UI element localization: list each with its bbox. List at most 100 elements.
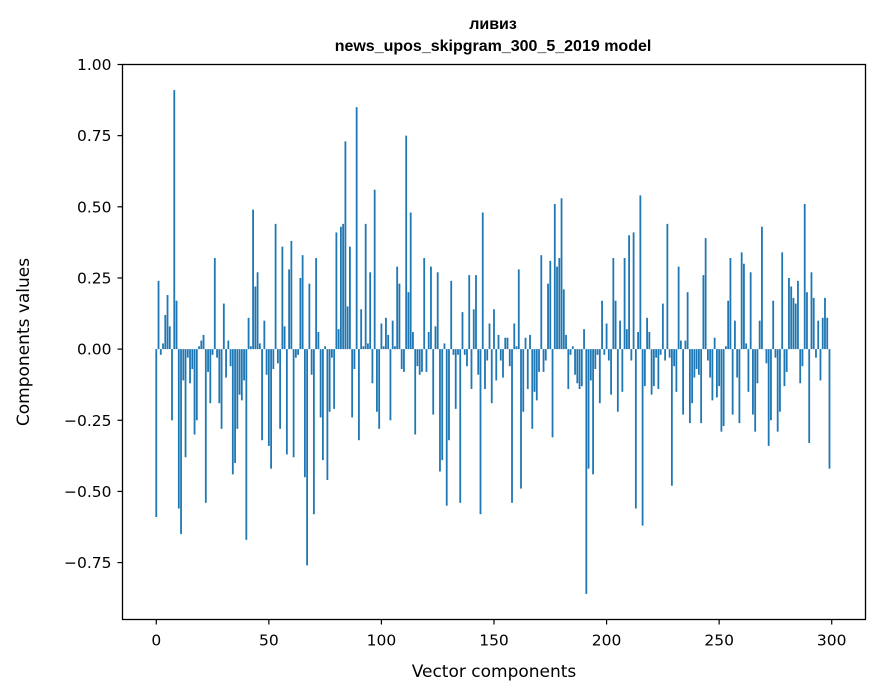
bar: [301, 255, 304, 350]
bar: [306, 349, 309, 566]
bar: [727, 300, 730, 350]
bar: [808, 349, 811, 444]
bar: [195, 349, 198, 421]
bar: [630, 349, 633, 361]
bar: [292, 349, 295, 458]
bar: [826, 317, 829, 350]
bar: [598, 349, 601, 404]
bar: [752, 349, 754, 415]
bar: [632, 232, 635, 350]
bar: [371, 349, 374, 384]
bar: [576, 349, 579, 384]
plot-frame: [121, 63, 867, 621]
bar: [526, 349, 529, 389]
bar: [747, 349, 750, 392]
bar: [511, 349, 513, 503]
x-tick-label: 100: [367, 632, 397, 650]
bar: [781, 252, 784, 350]
bar: [513, 323, 516, 350]
bar: [709, 349, 712, 378]
bars-group: [155, 90, 831, 594]
bar: [303, 349, 306, 478]
bar: [290, 240, 293, 350]
bar: [164, 314, 167, 350]
x-axis-label: Vector components: [412, 662, 577, 682]
bar: [524, 337, 527, 350]
bar: [207, 349, 209, 372]
bar: [243, 349, 245, 381]
bar: [423, 258, 426, 350]
bar: [508, 349, 511, 367]
bar: [538, 349, 540, 372]
bar: [571, 346, 574, 350]
bar: [261, 349, 263, 441]
bar: [439, 349, 441, 472]
bar: [267, 349, 270, 446]
bar: [819, 349, 822, 381]
bar: [567, 349, 570, 389]
bar: [326, 349, 329, 481]
bar: [693, 349, 696, 378]
bar: [412, 332, 414, 350]
bar: [634, 349, 637, 509]
bar: [335, 232, 338, 350]
x-tick-label: 50: [259, 632, 279, 650]
bar: [443, 343, 446, 350]
bar: [252, 209, 254, 350]
bar: [515, 346, 518, 350]
bar: [688, 349, 691, 424]
bar: [317, 332, 320, 350]
bar: [171, 349, 173, 421]
bar: [533, 349, 536, 392]
bar: [430, 266, 432, 350]
bar: [283, 326, 286, 350]
bar: [558, 258, 561, 350]
bar: [279, 349, 282, 429]
bar: [506, 337, 509, 350]
bar: [637, 332, 639, 350]
bar: [765, 349, 768, 364]
bar: [285, 349, 288, 455]
bar: [783, 349, 786, 387]
bar: [650, 349, 653, 395]
bar: [193, 349, 196, 435]
bar: [321, 349, 324, 461]
bar: [468, 275, 471, 350]
bar: [718, 349, 721, 387]
bar: [265, 349, 268, 375]
bar: [376, 349, 378, 412]
bar: [761, 226, 763, 350]
bar: [403, 349, 405, 372]
bar: [722, 349, 725, 426]
bar: [436, 272, 439, 350]
bar: [574, 349, 576, 375]
bar: [821, 317, 824, 350]
bar: [459, 349, 462, 503]
bar: [616, 349, 619, 412]
bar: [639, 195, 642, 350]
bar: [213, 258, 216, 350]
bar: [272, 349, 275, 370]
bar: [549, 260, 552, 350]
y-tick-label: −0.25: [64, 412, 112, 430]
bar: [657, 349, 660, 389]
bar: [785, 349, 788, 372]
bar: [168, 326, 171, 350]
bar: [409, 212, 412, 350]
x-tick-label: 0: [151, 632, 161, 650]
bar: [580, 349, 583, 387]
bar: [220, 349, 223, 429]
bar: [288, 269, 291, 350]
bar: [362, 346, 365, 350]
bar: [621, 349, 624, 392]
bar: [585, 349, 588, 594]
bar: [731, 349, 734, 415]
bar: [466, 349, 468, 367]
bar: [661, 303, 664, 350]
bar: [772, 300, 775, 350]
bar: [605, 323, 608, 350]
bar: [337, 329, 340, 350]
bar: [245, 349, 248, 540]
bar: [351, 349, 354, 418]
bar: [333, 349, 336, 409]
